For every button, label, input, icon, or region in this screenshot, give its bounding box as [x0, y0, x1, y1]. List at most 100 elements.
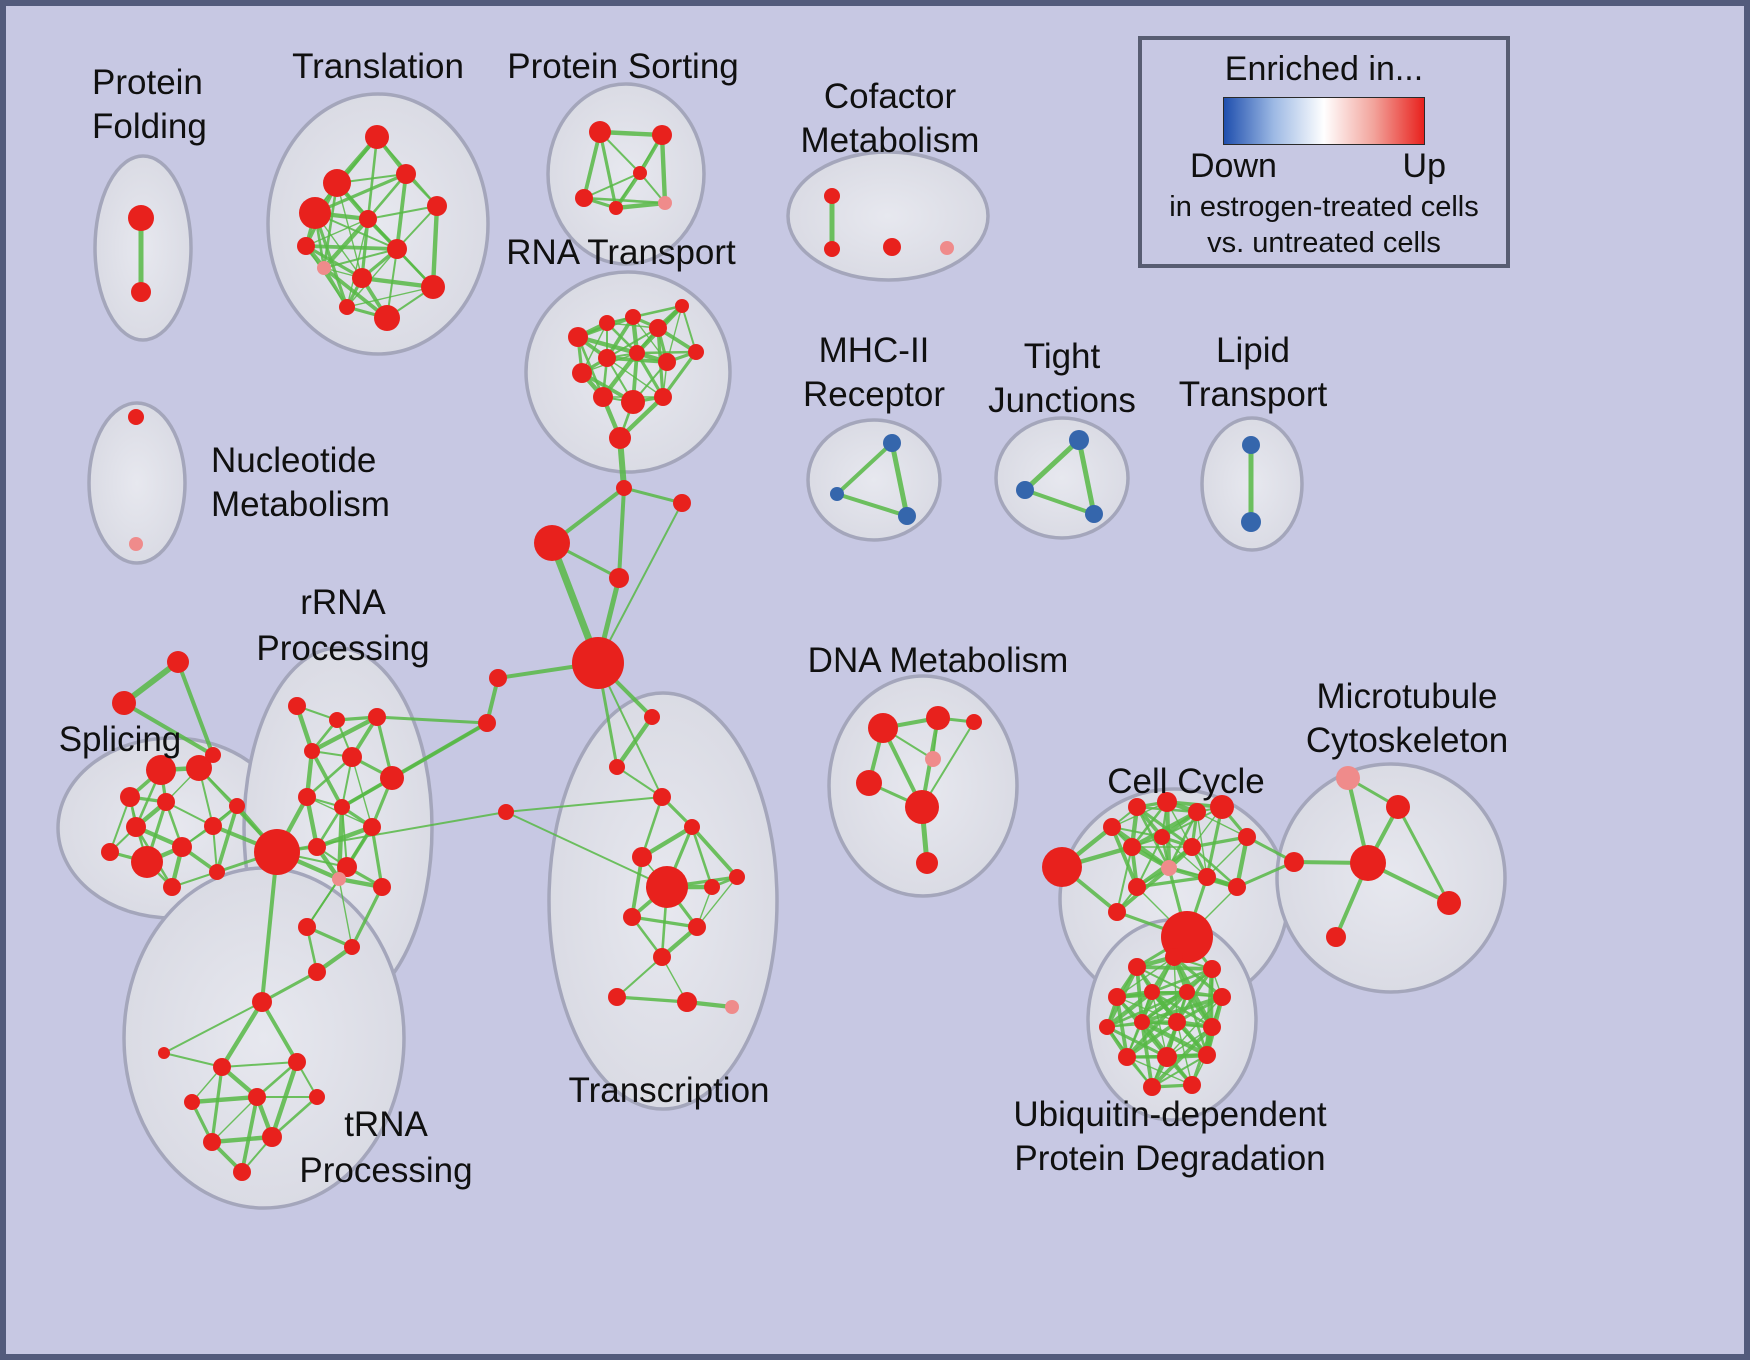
network-node-tr7 [297, 237, 315, 255]
network-edge [1140, 995, 1224, 1024]
network-node-rt2 [599, 315, 615, 331]
legend-caption-line1: in estrogen-treated cells [1169, 191, 1479, 223]
cluster-label-rrna: rRNA Processing [256, 583, 429, 668]
network-node-f3 [205, 747, 221, 763]
network-node-rt12 [621, 390, 645, 414]
network-node-tr1 [365, 125, 389, 149]
network-edge [367, 205, 438, 220]
network-node-rr10 [308, 838, 326, 856]
network-node-ub14 [1198, 1046, 1216, 1064]
network-edge [690, 825, 714, 889]
cluster-label-microtubule: Microtubule Cytoskeleton [1306, 677, 1508, 760]
network-node-cc2 [1103, 818, 1121, 836]
network-edge [1023, 488, 1096, 516]
cluster-ellipse-mhc [806, 418, 942, 542]
network-node-tr5 [359, 210, 377, 228]
network-node-rr8 [334, 799, 350, 815]
network-node-pf2 [131, 282, 151, 302]
cluster-ellipse-tight [994, 416, 1130, 540]
network-edge [598, 130, 618, 210]
network-edge [269, 1059, 300, 1140]
network-node-nm2 [129, 537, 143, 551]
network-edge [622, 486, 684, 505]
network-edge [835, 441, 894, 496]
network-edge [338, 878, 353, 948]
network-node-ps3 [575, 189, 593, 207]
network-edge [122, 701, 215, 757]
network-node-tn1 [252, 992, 272, 1012]
network-node-ub16 [1183, 1076, 1201, 1094]
network-edge [1141, 991, 1188, 1023]
network-node-ub9 [1134, 1014, 1150, 1030]
network-node-rr3 [368, 708, 386, 726]
network-node-sp6 [101, 843, 119, 861]
network-node-rt5 [675, 299, 689, 313]
network-node-tr9 [387, 239, 407, 259]
network-node-sp10 [229, 798, 245, 814]
network-edge [1190, 835, 1249, 849]
network-node-cc9 [1154, 829, 1170, 845]
network-node-ps2 [652, 125, 672, 145]
network-node-f1 [167, 651, 189, 673]
network-node-dm3 [966, 714, 982, 730]
network-edge [614, 714, 655, 770]
network-edge [430, 203, 440, 290]
network-edge [370, 825, 384, 889]
network-node-dm7 [916, 852, 938, 874]
network-edge [1125, 990, 1189, 1059]
network-edge [211, 1096, 258, 1143]
network-node-tr12 [374, 305, 400, 331]
network-node-mh3 [898, 507, 916, 525]
network-edge [304, 244, 364, 280]
network-node-sp4 [157, 793, 175, 811]
cluster-label-tight: Tight Junctions [988, 337, 1136, 420]
network-node-tn7 [203, 1133, 221, 1151]
cluster-label-rna_transport: RNA Transport [506, 233, 736, 272]
network-edge [210, 1065, 224, 1144]
network-svg: Protein Folding Translation Protein Sorting… [56, 47, 1508, 1210]
network-node-ub13 [1157, 1047, 1177, 1067]
network-node-rt4 [649, 319, 667, 337]
network-edge [659, 132, 668, 206]
network-node-cc10 [1183, 838, 1201, 856]
network-edge [395, 172, 408, 251]
network-node-tn6 [309, 1089, 325, 1105]
network-edge [583, 172, 641, 199]
network-node-mt5 [1437, 891, 1461, 915]
network-edge [614, 171, 642, 210]
network-node-ub12 [1118, 1048, 1136, 1066]
cluster-label-trna: tRNA Processing [299, 1105, 472, 1190]
network-edge [613, 200, 668, 211]
network-node-c5 [489, 669, 507, 687]
network-edge [615, 995, 689, 1004]
network-edge [606, 327, 659, 359]
cluster-ellipse-nucleotide [87, 401, 187, 565]
legend-updown-row: Down Up [1142, 147, 1506, 189]
network-node-tx13 [677, 992, 697, 1012]
network-edge [215, 804, 239, 874]
cluster-label-protein_sorting: Protein Sorting [507, 47, 739, 86]
nodes-layer [101, 121, 1461, 1181]
network-node-mt3 [1284, 852, 1304, 872]
network-node-tx5 [632, 847, 652, 867]
network-node-rr7 [298, 788, 316, 806]
network-node-rr5 [342, 747, 362, 767]
network-node-ps4 [609, 201, 623, 215]
network-node-ub7 [1213, 988, 1231, 1006]
network-node-ps6 [633, 166, 647, 180]
network-node-c7 [498, 804, 514, 820]
network-edge [163, 1052, 223, 1068]
network-edge [340, 721, 489, 809]
network-edge [1105, 1025, 1169, 1059]
network-node-rt3 [625, 309, 641, 325]
network-edge [323, 248, 398, 269]
network-node-rr13 [332, 872, 346, 886]
network-node-tx1 [644, 709, 660, 725]
network-edge [1396, 805, 1451, 905]
network-node-rt11 [593, 387, 613, 407]
network-node-nm1 [128, 409, 144, 425]
network-node-rr2 [329, 712, 345, 728]
network-edge [189, 1094, 260, 1105]
network-node-c2 [534, 525, 570, 561]
